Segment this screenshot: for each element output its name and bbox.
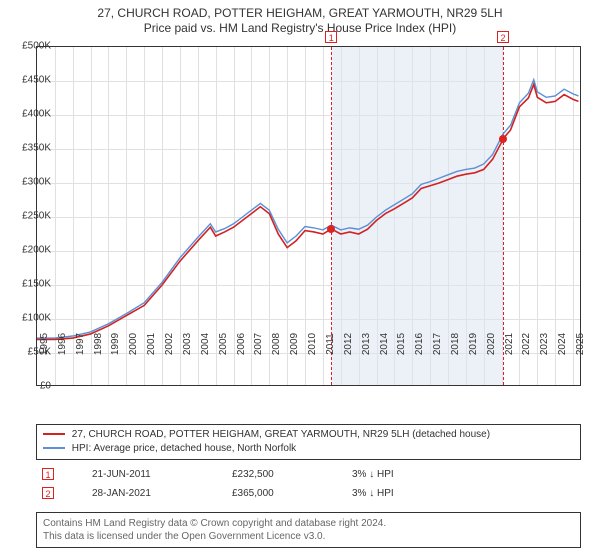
y-axis-label: £250K xyxy=(1,211,51,222)
x-axis-label: 2020 xyxy=(486,333,497,355)
x-axis-label: 2015 xyxy=(396,333,407,355)
x-axis-label: 1995 xyxy=(39,333,50,355)
table-row: 2 28-JAN-2021 £365,000 3% ↓ HPI xyxy=(38,485,579,502)
x-axis-label: 2014 xyxy=(379,333,390,355)
x-axis-label: 1997 xyxy=(75,333,86,355)
y-axis-label: £300K xyxy=(1,177,51,188)
legend-label-hpi: HPI: Average price, detached house, Nort… xyxy=(72,443,296,454)
x-axis-label: 2025 xyxy=(575,333,586,355)
sale-dot xyxy=(499,135,507,143)
footer-line1: Contains HM Land Registry data © Crown c… xyxy=(43,517,574,530)
x-axis-label: 2011 xyxy=(325,333,336,355)
x-axis-label: 2006 xyxy=(236,333,247,355)
table-row: 1 21-JUN-2011 £232,500 3% ↓ HPI xyxy=(38,466,579,483)
chart-title-address: 27, CHURCH ROAD, POTTER HEIGHAM, GREAT Y… xyxy=(0,6,600,20)
cell-date: 28-JAN-2021 xyxy=(88,485,226,502)
x-axis-label: 2000 xyxy=(128,333,139,355)
cell-price: £365,000 xyxy=(228,485,346,502)
sale-table: 1 21-JUN-2011 £232,500 3% ↓ HPI 2 28-JAN… xyxy=(36,464,581,504)
y-axis-label: £0 xyxy=(1,381,51,392)
x-axis-label: 2013 xyxy=(361,333,372,355)
legend: 27, CHURCH ROAD, POTTER HEIGHAM, GREAT Y… xyxy=(36,424,581,460)
cell-delta: 3% ↓ HPI xyxy=(348,485,579,502)
x-axis-label: 1996 xyxy=(57,333,68,355)
footer: Contains HM Land Registry data © Crown c… xyxy=(36,512,581,548)
cell-price: £232,500 xyxy=(228,466,346,483)
x-axis-label: 2008 xyxy=(271,333,282,355)
y-axis-label: £350K xyxy=(1,143,51,154)
sale-dot xyxy=(327,225,335,233)
y-axis-label: £500K xyxy=(1,41,51,52)
x-axis-label: 2005 xyxy=(218,333,229,355)
y-axis-label: £100K xyxy=(1,313,51,324)
x-axis-label: 2007 xyxy=(253,333,264,355)
x-axis-label: 2004 xyxy=(200,333,211,355)
x-axis-label: 2019 xyxy=(468,333,479,355)
x-axis-label: 2022 xyxy=(521,333,532,355)
x-axis-label: 2012 xyxy=(343,333,354,355)
legend-swatch-property xyxy=(43,433,65,435)
x-axis-label: 2003 xyxy=(182,333,193,355)
x-axis-label: 2024 xyxy=(557,333,568,355)
x-axis-label: 2010 xyxy=(307,333,318,355)
marker-box-1: 1 xyxy=(42,468,54,480)
y-axis-label: £400K xyxy=(1,109,51,120)
y-axis-label: £200K xyxy=(1,245,51,256)
cell-date: 21-JUN-2011 xyxy=(88,466,226,483)
ref-marker-2: 2 xyxy=(497,31,509,43)
y-axis-label: £150K xyxy=(1,279,51,290)
x-axis-label: 2023 xyxy=(539,333,550,355)
x-axis-label: 2009 xyxy=(289,333,300,355)
x-axis-label: 2001 xyxy=(146,333,157,355)
ref-marker-1: 1 xyxy=(325,31,337,43)
x-axis-label: 2002 xyxy=(164,333,175,355)
x-axis-label: 2016 xyxy=(414,333,425,355)
chart-title-sub: Price paid vs. HM Land Registry's House … xyxy=(0,21,600,35)
x-axis-label: 2018 xyxy=(450,333,461,355)
x-axis-label: 2021 xyxy=(504,333,515,355)
y-axis-label: £450K xyxy=(1,75,51,86)
x-axis-label: 1999 xyxy=(110,333,121,355)
footer-line2: This data is licensed under the Open Gov… xyxy=(43,530,574,543)
marker-box-2: 2 xyxy=(42,487,54,499)
legend-swatch-hpi xyxy=(43,447,65,449)
legend-label-property: 27, CHURCH ROAD, POTTER HEIGHAM, GREAT Y… xyxy=(72,429,490,440)
x-axis-label: 1998 xyxy=(93,333,104,355)
x-axis-label: 2017 xyxy=(432,333,443,355)
cell-delta: 3% ↓ HPI xyxy=(348,466,579,483)
